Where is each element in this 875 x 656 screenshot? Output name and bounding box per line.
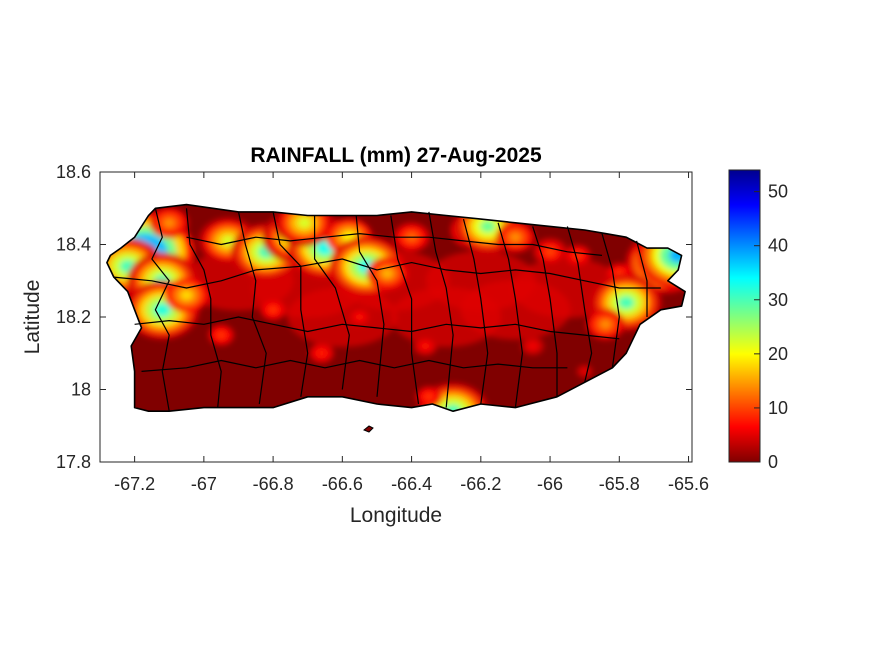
municipality-boundary — [314, 215, 350, 390]
y-tick-label: 17.8 — [56, 452, 91, 472]
rain-cell — [445, 404, 462, 412]
municipality-boundary — [566, 226, 593, 383]
y-tick-label: 18 — [71, 380, 91, 400]
rain-cell — [618, 296, 635, 309]
colorbar-tick-label: 30 — [768, 290, 788, 310]
x-tick-label: -67 — [191, 474, 217, 494]
municipality-boundary — [390, 215, 420, 405]
municipality-boundary — [355, 215, 385, 397]
y-tick-label: 18.6 — [56, 162, 91, 182]
rain-cell — [421, 342, 430, 350]
y-axis-label: Latitude — [21, 280, 44, 355]
municipality-boundary — [497, 222, 523, 408]
rain-cell — [180, 290, 193, 301]
municipality-boundary — [113, 258, 661, 289]
colorbar-tick-label: 50 — [768, 182, 788, 202]
x-tick-label: -67.2 — [114, 474, 155, 494]
islet — [363, 425, 374, 433]
y-tick-label: 18.4 — [56, 235, 91, 255]
x-tick-label: -66.8 — [253, 474, 294, 494]
rain-cell — [355, 313, 364, 321]
x-tick-label: -66.2 — [460, 474, 501, 494]
municipality-boundary — [186, 233, 603, 256]
x-axis-ticks: -67.2 -67 -66.8 -66.6 -66.4 -66.2 -66 -65.8 -65.… — [114, 172, 709, 494]
x-tick-label: -65.6 — [668, 474, 709, 494]
rain-cell — [216, 331, 226, 339]
rain-cell — [317, 349, 326, 357]
colorbar-gradient — [728, 169, 761, 463]
rain-cell — [600, 320, 611, 329]
y-tick-label: 18.2 — [56, 307, 91, 327]
colorbar-tick-label: 0 — [768, 452, 778, 472]
x-tick-label: -66.6 — [322, 474, 363, 494]
municipality-boundary — [185, 208, 222, 408]
rain-cell — [545, 248, 555, 256]
x-tick-label: -66 — [537, 474, 563, 494]
municipality-boundary — [601, 233, 620, 368]
municipality-boundary — [151, 208, 170, 412]
municipality-boundary — [462, 218, 489, 405]
municipality-boundary — [428, 211, 454, 408]
rainfall-field — [106, 204, 686, 412]
colorbar-tick-label: 20 — [768, 344, 788, 364]
colorbar-ticks: 0 10 20 30 40 50 — [754, 182, 788, 472]
municipality-boundaries — [113, 208, 661, 412]
x-tick-label: -66.4 — [391, 474, 432, 494]
municipality-boundary — [134, 316, 620, 340]
colorbar-tick-label: 10 — [768, 398, 788, 418]
rain-wash — [460, 279, 571, 340]
x-tick-label: -65.8 — [599, 474, 640, 494]
chart-title: RAINFALL (mm) 27-Aug-2025 — [250, 144, 542, 167]
x-axis-label: Longitude — [350, 504, 442, 527]
rain-cell — [437, 398, 470, 412]
municipality-boundary — [636, 240, 648, 317]
rain-cell — [528, 342, 537, 350]
rain-cell — [154, 303, 171, 317]
y-axis-ticks: 17.8 18 18.2 18.4 18.6 — [56, 162, 692, 472]
rain-wash — [287, 287, 398, 347]
colorbar: 0 10 20 30 40 50 — [728, 169, 788, 472]
municipality-boundary — [141, 359, 568, 372]
colorbar-tick-label: 40 — [768, 236, 788, 256]
rain-cell — [297, 217, 311, 229]
rain-cell — [381, 268, 393, 279]
rain-cell — [268, 306, 278, 314]
rain-cell — [480, 220, 496, 233]
rain-cell — [163, 218, 175, 228]
rain-cell — [424, 393, 434, 401]
coastline — [106, 203, 686, 412]
rain-cell — [510, 232, 521, 242]
